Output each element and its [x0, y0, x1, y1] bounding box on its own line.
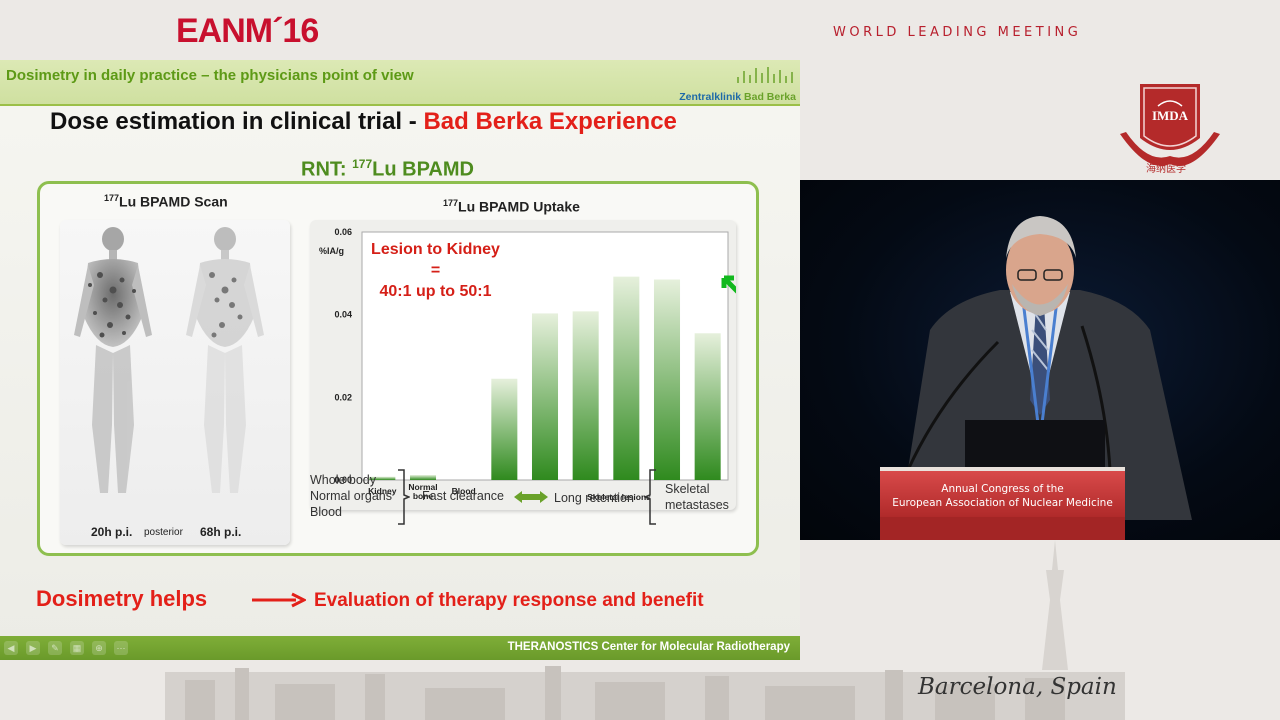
cursor-arrow-icon	[721, 275, 736, 294]
podium-line2: European Association of Nuclear Medicine	[892, 497, 1113, 509]
chart-bar	[613, 276, 640, 480]
next-slide-icon[interactable]: ▶	[26, 641, 40, 655]
rnt-heading: RNT: 177Lu BPAMD	[301, 157, 474, 182]
brace-left-icon	[644, 469, 656, 525]
slide-header-title: Dosimetry in daily practice – the physic…	[6, 67, 414, 84]
chart-xtick-label: bone	[413, 491, 434, 501]
uptake-iso: 177	[443, 198, 459, 208]
lesion-line2: =	[430, 262, 441, 279]
imda-chinese-text: 海纳医学	[1146, 164, 1186, 175]
chart-bar	[694, 333, 721, 480]
chart-ytick-label: 0.06	[334, 227, 352, 237]
flow-right-item: Skeletal	[665, 482, 710, 496]
flow-right-item: metastases	[665, 498, 729, 512]
chart-bar	[491, 378, 518, 480]
slide-controls: ◀ ▶ ✎ ▦ ⊕ ⋯	[4, 641, 128, 655]
flow-long-retention: Long retention	[554, 491, 634, 505]
slide-title-b: Bad Berka Experience	[423, 108, 677, 135]
arrow-right-icon	[252, 592, 306, 608]
lesion-line1: Lesion to Kidney	[371, 241, 500, 258]
evaluation-text: Evaluation of therapy response and benef…	[314, 590, 704, 611]
presentation-slide: Dosimetry in daily practice – the physic…	[0, 60, 800, 660]
scan-label-posterior: posterior	[144, 527, 183, 538]
chart-bar	[653, 279, 681, 480]
scan-figure-20h	[74, 227, 152, 493]
flow-fast-clearance: Fast clearance	[422, 489, 504, 503]
flow-left-item: Normal organs	[310, 489, 392, 503]
rnt-prefix: RNT:	[301, 158, 353, 181]
rnt-agent: Lu BPAMD	[372, 158, 474, 181]
brace-right-icon	[398, 469, 410, 525]
scan-figure-68h	[186, 227, 264, 493]
hospital-name-a: Zentralklinik	[679, 91, 745, 103]
chart-ytick-label: 0.02	[334, 392, 352, 402]
flow-right-list: Skeletal metastases	[665, 481, 729, 513]
slides-icon[interactable]: ▦	[70, 641, 84, 655]
flow-left-item: Blood	[310, 505, 342, 519]
rnt-iso: 177	[352, 157, 373, 171]
uptake-title-text: Lu BPAMD Uptake	[458, 198, 580, 215]
svg-text:IMDA: IMDA	[1152, 108, 1189, 123]
podium-sign: Annual Congress of the European Associat…	[880, 467, 1125, 517]
chart-ytick-label: 0.00	[334, 475, 352, 485]
chart-ylabel: %IA/g	[319, 246, 344, 256]
hospital-name-b: Bad Berka	[744, 91, 796, 103]
footer-text: THERANOSTICS Center for Molecular Radiot…	[507, 641, 790, 653]
double-arrow-icon	[514, 491, 548, 503]
dosimetry-helps-text: Dosimetry helps	[36, 586, 208, 611]
flow-left-list: Whole body Normal organs Blood	[310, 472, 392, 520]
lesion-line3: 40:1 up to 50:1	[379, 283, 492, 300]
tower-silhouette-icon	[1042, 540, 1068, 670]
scan-label-68h: 68h p.i.	[200, 525, 242, 539]
scan-label-20h: 20h p.i.	[91, 525, 133, 539]
slide-header: Dosimetry in daily practice – the physic…	[0, 60, 800, 106]
slide-title-a: Dose estimation in clinical trial -	[50, 108, 424, 135]
chart-bar	[572, 311, 599, 480]
imda-logo-icon: IMDA	[1120, 84, 1220, 166]
bone-scan-image	[74, 227, 264, 493]
zoom-icon[interactable]: ⊕	[92, 641, 106, 655]
podium-line1: Annual Congress of the	[941, 483, 1064, 495]
slide-footer: ◀ ▶ ✎ ▦ ⊕ ⋯ THERANOSTICS Center for Mole…	[0, 636, 800, 660]
chart-ytick-label: 0.04	[334, 310, 352, 320]
chart-xtick-label: Blood	[452, 486, 476, 496]
chart-group-label: Skeletal lesions	[587, 492, 651, 502]
city-skyline-image	[165, 666, 1125, 720]
tagline: WORLD LEADING MEETING	[833, 25, 1082, 40]
uptake-title: 177Lu BPAMD Uptake	[443, 198, 580, 215]
lesion-kidney-ratio: Lesion to Kidney = 40:1 up to 50:1	[363, 239, 508, 302]
location-text: Barcelona, Spain	[918, 674, 1117, 700]
slide-title: Dose estimation in clinical trial - Bad …	[50, 108, 677, 136]
more-icon[interactable]: ⋯	[114, 641, 128, 655]
chart-bar	[531, 313, 559, 480]
scan-title-text: Lu BPAMD Scan	[119, 193, 228, 210]
scan-title: 177Lu BPAMD Scan	[104, 193, 228, 210]
flow-left-item: Whole body	[310, 473, 377, 487]
chart-xtick-label: Normal	[408, 482, 437, 492]
chart-bar	[409, 475, 437, 480]
speaker-video: Annual Congress of the European Associat…	[800, 180, 1280, 540]
scan-iso: 177	[104, 193, 120, 203]
pen-icon[interactable]: ✎	[48, 641, 62, 655]
prev-slide-icon[interactable]: ◀	[4, 641, 18, 655]
hospital-logo-icon	[737, 67, 793, 83]
hospital-name: Zentralklinik Bad Berka	[679, 91, 796, 103]
chart-xtick-label: Kidney	[368, 486, 397, 496]
eanm-logo: EANM´16	[176, 12, 319, 50]
chart-bar	[369, 476, 396, 480]
